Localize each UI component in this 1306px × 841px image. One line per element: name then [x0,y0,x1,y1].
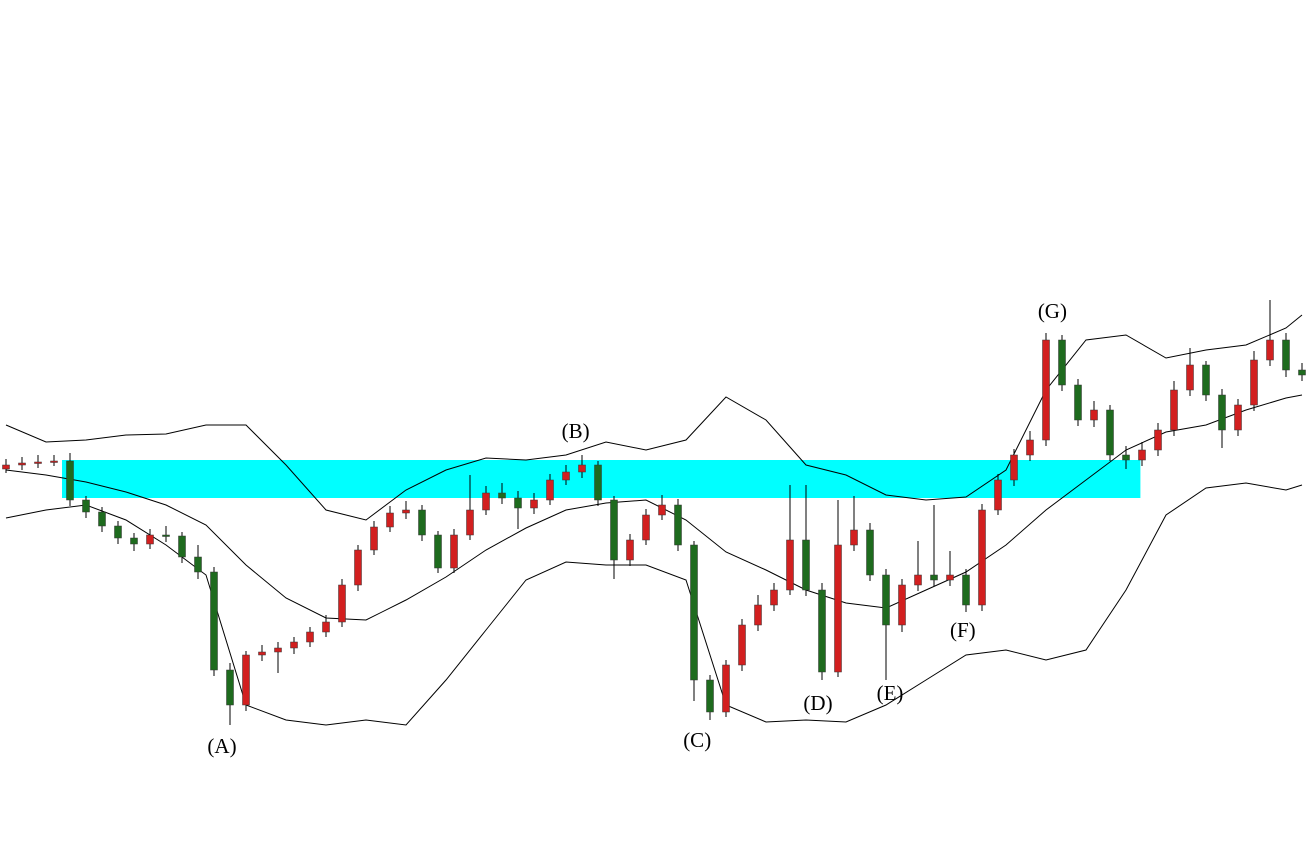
candle-body [770,589,778,606]
candle-body [1074,384,1082,421]
candle-body [994,479,1002,511]
candle-body [1202,364,1210,396]
candle-body [626,539,634,561]
candle-body [402,509,410,514]
point-label: (B) [562,419,590,443]
candle-body [610,499,618,561]
candle-body [882,574,890,626]
candle-body [194,556,202,573]
candle-body [562,471,570,481]
candle-body [434,534,442,569]
bollinger-band [5,314,1303,521]
candle-body [642,514,650,541]
candle-body [370,526,378,551]
candle-body [1138,449,1146,461]
candle-body [82,499,90,513]
candle-body [322,621,330,633]
candle-body [834,544,842,673]
candle-body [1026,439,1034,456]
candle-body [1170,389,1178,431]
candle-body [498,492,506,499]
candle-body [1010,454,1018,481]
bollinger-band [5,482,1303,726]
point-label: (F) [950,618,976,642]
candle-body [898,584,906,626]
candle-body [178,535,186,558]
candle-body [210,571,218,671]
candle-body [130,537,138,545]
candle-body [2,464,10,470]
candle-body [754,604,762,626]
candle-body [1154,429,1162,451]
candle-body [482,492,490,511]
candle-body [946,574,954,581]
candle-body [546,479,554,501]
candle-body [114,525,122,539]
candle-body [274,647,282,653]
candle-body [386,512,394,528]
candle-body [306,631,314,643]
candle-body [1218,394,1226,431]
candle-body [450,534,458,569]
candle-body [242,654,250,706]
candle-body [1058,339,1066,386]
candle-body [914,574,922,586]
candle-body [226,669,234,706]
candle-body [1282,339,1290,371]
candle-body [1186,364,1194,391]
candle-body [66,460,74,501]
candle-body [338,584,346,623]
candle-body [658,504,666,516]
candle-body [530,499,538,509]
point-label: (C) [683,728,711,752]
candle-body [594,464,602,501]
candle-body [258,651,266,656]
candle-body [162,534,170,537]
candle-body [690,544,698,681]
point-label: (E) [877,681,904,705]
candle-body [1106,409,1114,456]
candle-body [1250,359,1258,406]
candle-body [706,679,714,713]
candle-body [850,529,858,546]
candle-body [98,511,106,527]
candle-body [514,497,522,509]
candle-body [786,539,794,591]
point-label: (D) [803,691,832,715]
candle-body [1122,454,1130,461]
candle-body [578,464,586,473]
candle-body [466,509,474,536]
candle-body [802,539,810,591]
candle-body [50,460,58,463]
candle-body [818,589,826,673]
candle-body [962,574,970,606]
candle-body [354,549,362,586]
candle-body [978,509,986,606]
candle-body [18,462,26,466]
candle-body [290,641,298,649]
candle-body [34,461,42,464]
candle-body [146,534,154,545]
candle-body [722,664,730,713]
candle-body [1298,369,1306,376]
point-label: (G) [1038,299,1067,323]
candle-body [674,504,682,546]
candle-body [1266,339,1274,361]
candle-body [866,529,874,576]
point-label: (A) [207,734,236,758]
candle-body [1042,339,1050,441]
candle-body [930,574,938,581]
bollinger-band [5,394,1303,621]
candle-body [1090,409,1098,421]
candle-body [1234,404,1242,431]
candle-body [418,509,426,536]
candle-body [738,624,746,666]
